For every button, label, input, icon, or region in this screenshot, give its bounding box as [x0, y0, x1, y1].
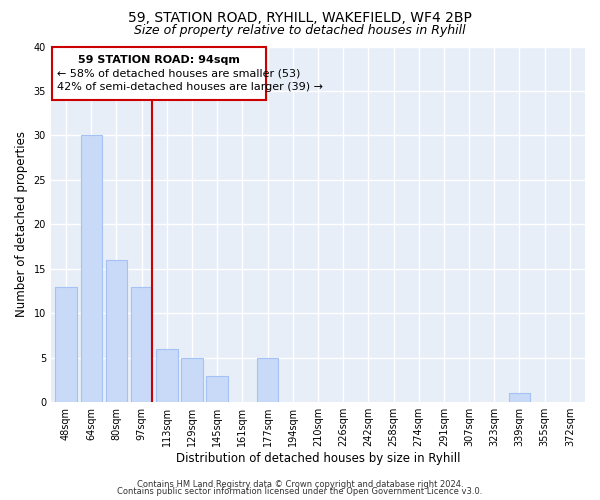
Text: Contains public sector information licensed under the Open Government Licence v3: Contains public sector information licen…	[118, 487, 482, 496]
Bar	[181, 358, 203, 402]
Bar	[55, 286, 77, 402]
Bar	[509, 394, 530, 402]
FancyBboxPatch shape	[52, 46, 266, 100]
Bar	[206, 376, 228, 402]
Y-axis label: Number of detached properties: Number of detached properties	[15, 132, 28, 318]
Text: Contains HM Land Registry data © Crown copyright and database right 2024.: Contains HM Land Registry data © Crown c…	[137, 480, 463, 489]
Bar	[156, 349, 178, 402]
Bar	[80, 136, 102, 402]
Bar	[106, 260, 127, 402]
Text: Size of property relative to detached houses in Ryhill: Size of property relative to detached ho…	[134, 24, 466, 37]
Bar	[257, 358, 278, 402]
X-axis label: Distribution of detached houses by size in Ryhill: Distribution of detached houses by size …	[176, 452, 460, 465]
Text: 59 STATION ROAD: 94sqm: 59 STATION ROAD: 94sqm	[78, 56, 240, 66]
Text: ← 58% of detached houses are smaller (53): ← 58% of detached houses are smaller (53…	[57, 68, 301, 78]
Text: 42% of semi-detached houses are larger (39) →: 42% of semi-detached houses are larger (…	[57, 82, 323, 92]
Text: 59, STATION ROAD, RYHILL, WAKEFIELD, WF4 2BP: 59, STATION ROAD, RYHILL, WAKEFIELD, WF4…	[128, 12, 472, 26]
Bar	[131, 286, 152, 402]
